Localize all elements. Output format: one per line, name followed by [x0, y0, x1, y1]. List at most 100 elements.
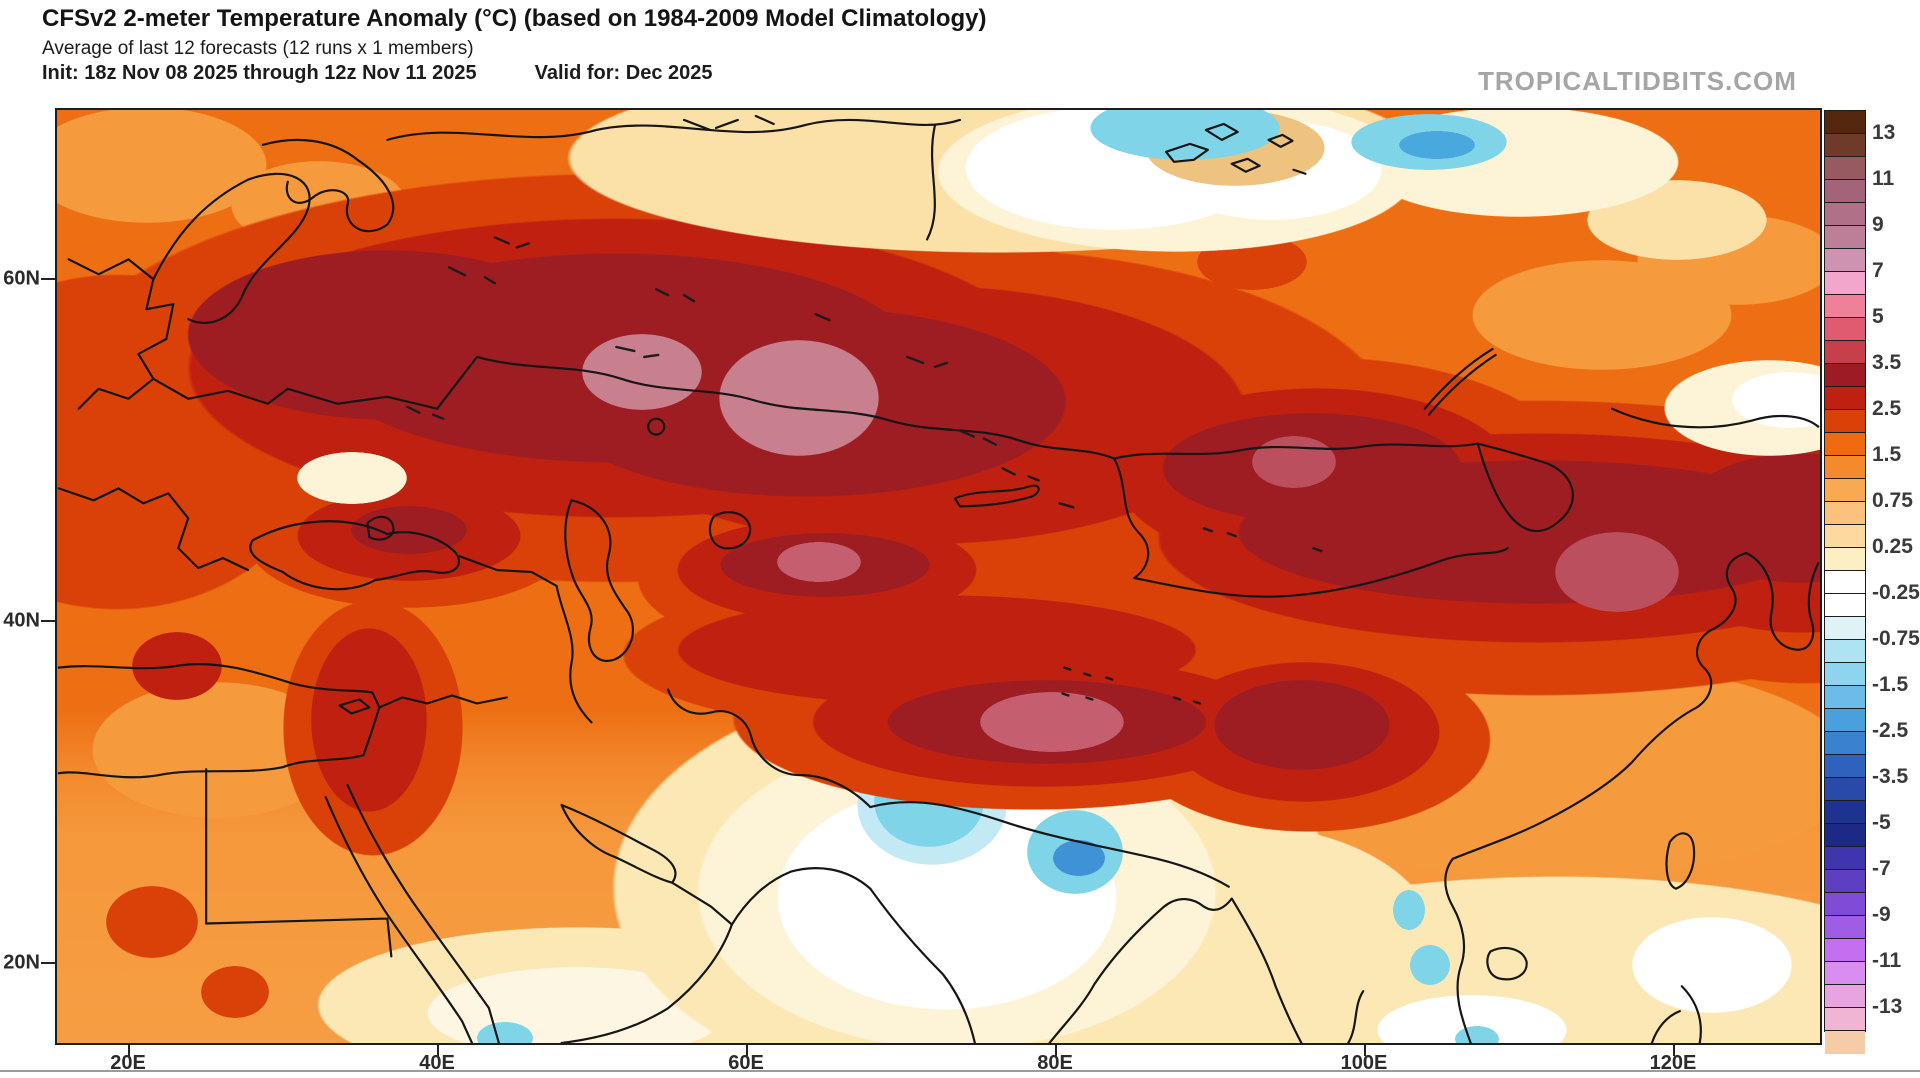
colorbar-segment [1825, 157, 1865, 180]
sea-azov [366, 515, 395, 541]
coast-red-sea-west [324, 795, 474, 1043]
lon-tick [1673, 1045, 1675, 1056]
coast-scandinavia [67, 258, 175, 410]
lon-tick [746, 1045, 748, 1056]
border-iran [555, 584, 593, 724]
colorbar-segment [1825, 479, 1865, 502]
colorbar-segment [1825, 203, 1865, 226]
colorbar-segment [1825, 640, 1865, 663]
lake-balkhash [953, 484, 1040, 508]
lat-tick [41, 620, 55, 622]
colorbar-segment [1825, 1008, 1865, 1031]
bottom-divider [0, 1070, 1920, 1072]
island-cyprus [338, 698, 371, 715]
colorbar-segment [1825, 686, 1865, 709]
colorbar-segment [1825, 663, 1865, 686]
colorbar-label: 5 [1872, 305, 1884, 328]
init-label: Init: 18z Nov 08 2025 through 12z Nov 11… [42, 62, 477, 84]
colorbar-segment [1825, 410, 1865, 433]
colorbar-segment [1825, 134, 1865, 157]
colorbar-label: -11 [1872, 949, 1902, 972]
colorbar-segment [1825, 180, 1865, 203]
border-kazakh-russia [475, 355, 1116, 460]
lake-circle [647, 417, 666, 436]
lat-tick [41, 962, 55, 964]
colorbar-segment [1825, 755, 1865, 778]
colorbar-segment [1825, 778, 1865, 801]
colorbar-label: -13 [1872, 995, 1903, 1018]
chart-subtitle: Average of last 12 forecasts (12 runs x … [42, 38, 474, 59]
colorbar-segment [1825, 295, 1865, 318]
lon-tick-label: 100E [1340, 1052, 1388, 1074]
colorbar [1824, 110, 1866, 1054]
coast-oman-pakistan [730, 867, 872, 926]
colorbar-segment [1825, 387, 1865, 410]
lake-baikal [1423, 347, 1497, 416]
lat-tick [41, 278, 55, 280]
colorbar-segment [1825, 249, 1865, 272]
coast-myanmar [1230, 897, 1365, 1043]
lon-tick [437, 1045, 439, 1056]
colorbar-label: 0.75 [1872, 489, 1913, 512]
lon-tick-label: 40E [419, 1052, 455, 1074]
colorbar-segment [1825, 594, 1865, 617]
lat-tick-label: 60N [3, 267, 40, 290]
colorbar-segment [1825, 525, 1865, 548]
lon-tick [1364, 1045, 1366, 1056]
colorbar-segment [1825, 502, 1865, 525]
colorbar-segment [1825, 801, 1865, 824]
colorbar-label: 13 [1872, 121, 1896, 144]
init-valid-line: Init: 18z Nov 08 2025 through 12z Nov 11… [42, 62, 713, 85]
colorbar-segment [1825, 916, 1865, 939]
colorbar-label: 7 [1872, 259, 1884, 282]
lon-tick-label: 60E [728, 1052, 764, 1074]
coast-ob-gulf [925, 123, 937, 241]
colorbar-segment [1825, 571, 1865, 594]
colorbar-label: 0.25 [1872, 535, 1913, 558]
colorbar-segment [1825, 824, 1865, 847]
colorbar-segment [1825, 456, 1865, 479]
island-taiwan [1665, 832, 1696, 890]
colorbar-label: 2.5 [1872, 397, 1902, 420]
colorbar-segment [1825, 272, 1865, 295]
coast-bothnia [152, 172, 311, 324]
colorbar-segment [1825, 870, 1865, 893]
colorbar-segment [1825, 985, 1865, 1008]
colorbar-label: 9 [1872, 213, 1884, 236]
colorbar-labels: 13 11 9 7 5 3.5 2.5 1.5 0.75 0.25 -0.25 -0.75 -1.5 -2… [1872, 110, 1920, 1030]
coast-arctic [386, 118, 962, 141]
lat-tick-label: 40N [3, 609, 40, 632]
colorbar-label: 11 [1872, 167, 1895, 190]
island-luzon [1650, 985, 1702, 1043]
border-afghan [667, 688, 872, 809]
lon-tick [1055, 1045, 1057, 1056]
lake-caspian [564, 499, 634, 662]
terrain-scribbles [406, 236, 1075, 509]
coast-mediterranean [57, 663, 381, 779]
colorbar-label: -9 [1872, 903, 1891, 926]
colorbar-label: 1.5 [1872, 443, 1902, 466]
colorbar-segment [1825, 111, 1865, 134]
coast-vietnam [1444, 857, 1472, 1043]
lon-tick-label: 80E [1037, 1052, 1073, 1074]
border-himalaya [869, 801, 1230, 888]
lon-tick-label: 120E [1649, 1052, 1697, 1074]
coast-india-west [869, 887, 976, 1043]
island-hainan [1486, 946, 1528, 981]
colorbar-label: 3.5 [1872, 351, 1902, 374]
colorbar-label: -3.5 [1872, 765, 1909, 788]
colorbar-label: -5 [1872, 811, 1891, 834]
islands-severnaya [682, 114, 1307, 175]
colorbar-segment [1825, 226, 1865, 249]
coast-china [1451, 552, 1748, 860]
colorbar-segment [1825, 847, 1865, 870]
colorbar-label: -1.5 [1872, 673, 1909, 696]
colorbar-segment [1825, 341, 1865, 364]
colorbar-segment [1825, 732, 1865, 755]
colorbar-segment [1825, 617, 1865, 640]
colorbar-label: -7 [1872, 857, 1891, 880]
colorbar-segment [1825, 548, 1865, 571]
coastlines-borders [57, 114, 1820, 1043]
colorbar-label: -0.25 [1872, 581, 1920, 604]
